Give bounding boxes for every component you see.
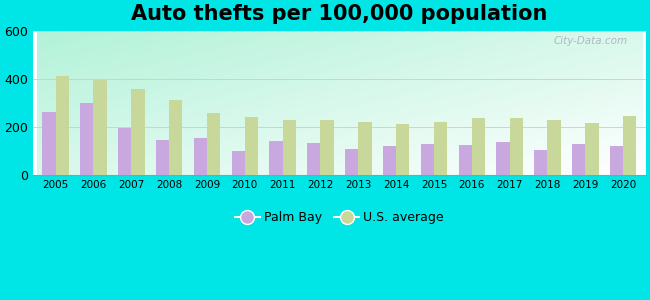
Bar: [42, 112, 56, 175]
Bar: [358, 122, 372, 175]
Bar: [345, 149, 358, 175]
Bar: [118, 128, 131, 175]
Bar: [156, 140, 169, 175]
Bar: [572, 144, 585, 175]
Bar: [383, 146, 396, 175]
Bar: [585, 123, 599, 175]
Bar: [510, 118, 523, 175]
Text: City-Data.com: City-Data.com: [553, 36, 627, 46]
Bar: [207, 112, 220, 175]
Bar: [421, 144, 434, 175]
Bar: [283, 120, 296, 175]
Bar: [307, 143, 320, 175]
Bar: [194, 138, 207, 175]
Bar: [547, 120, 561, 175]
Bar: [434, 122, 447, 175]
Bar: [56, 76, 69, 175]
Bar: [458, 145, 472, 175]
Bar: [231, 151, 245, 175]
Bar: [472, 118, 485, 175]
Bar: [169, 100, 183, 175]
Bar: [269, 141, 283, 175]
Bar: [245, 117, 258, 175]
Bar: [623, 116, 636, 175]
Bar: [94, 80, 107, 175]
Bar: [80, 103, 94, 175]
Legend: Palm Bay, U.S. average: Palm Bay, U.S. average: [230, 206, 448, 229]
Bar: [131, 89, 144, 175]
Bar: [320, 120, 333, 175]
Bar: [610, 146, 623, 175]
Bar: [534, 150, 547, 175]
Bar: [497, 142, 510, 175]
Bar: [396, 124, 410, 175]
Title: Auto thefts per 100,000 population: Auto thefts per 100,000 population: [131, 4, 547, 24]
